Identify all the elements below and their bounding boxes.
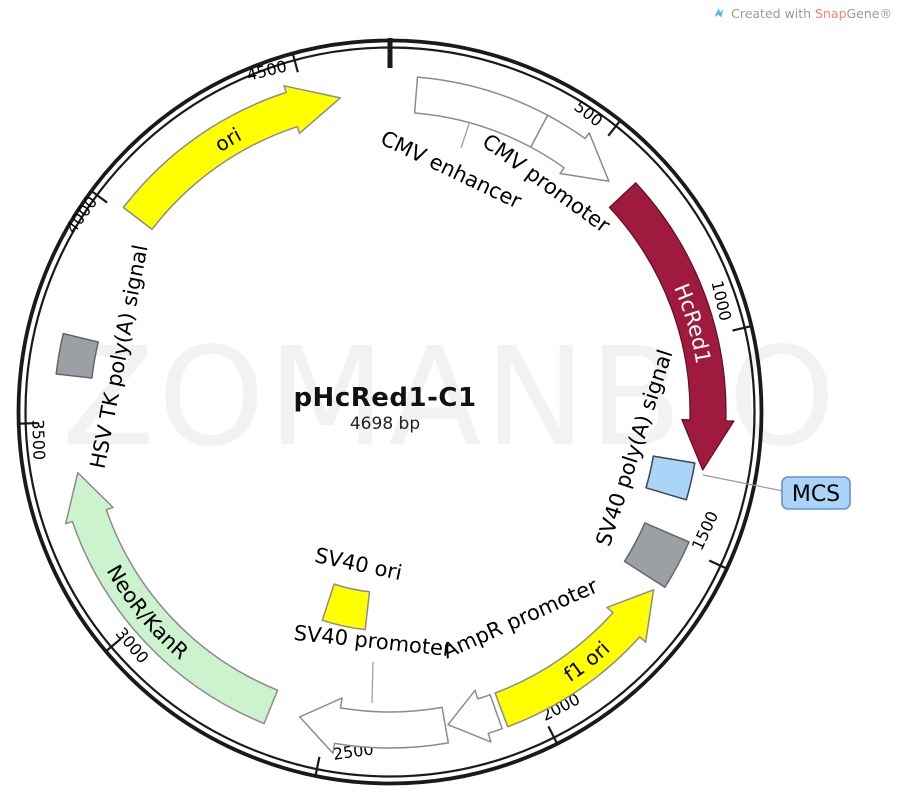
- tick-label-3500: 3500: [28, 419, 48, 460]
- feature-sv40-ori: [321, 583, 371, 631]
- tick-2500: [314, 756, 321, 775]
- feature-hsv-tk-polya: [55, 332, 100, 379]
- snapgene-credit: Created with SnapGene®: [712, 6, 892, 21]
- feature-hcred1: [608, 182, 735, 471]
- feature-neor-kanr: [64, 471, 279, 725]
- mcs-label-box: [781, 476, 851, 510]
- feature-cmv-promoter: [530, 114, 610, 183]
- tick-1500: [708, 559, 726, 570]
- feature-cmv-enhancer: [413, 76, 549, 148]
- feature-sv40-polya: [623, 522, 690, 588]
- credit-text: Created with SnapGene®: [731, 6, 892, 21]
- feature-ampr-promoter: [447, 689, 503, 743]
- tick-500: [607, 121, 621, 137]
- callout-line-2: [371, 661, 374, 704]
- callout-line-1: [460, 120, 471, 149]
- tick-2000: [547, 725, 558, 743]
- feature-f1-ori: [494, 589, 655, 728]
- tick-3000: [106, 637, 122, 652]
- tick-label-1500: 1500: [688, 508, 722, 553]
- feature-label-sv40-ori: SV40 ori: [313, 543, 404, 585]
- tick-1000: [732, 325, 751, 332]
- snapgene-logo-icon: [714, 8, 724, 18]
- feature-ori: [122, 85, 342, 231]
- plasmid-title-block: pHcRed1-C1 4698 bp: [293, 383, 476, 434]
- callout-line-0: [702, 474, 784, 492]
- tick-label-500: 500: [571, 97, 607, 131]
- tick-3500: [20, 421, 39, 425]
- tick-label-4500: 4500: [245, 57, 289, 85]
- tick-4000: [91, 190, 108, 204]
- plasmid-size: 4698 bp: [349, 414, 421, 434]
- feature-label-sv40-polya: SV40 poly(A) signal: [591, 347, 677, 549]
- feature-sv40-promoter: [298, 697, 450, 755]
- feature-mcs: [645, 455, 696, 501]
- tick-4500: [292, 54, 299, 73]
- plasmid-name: pHcRed1-C1: [293, 383, 477, 413]
- feature-label-sv40-promoter: SV40 promoter: [293, 621, 454, 661]
- feature-label-mcs: MCS: [792, 482, 840, 507]
